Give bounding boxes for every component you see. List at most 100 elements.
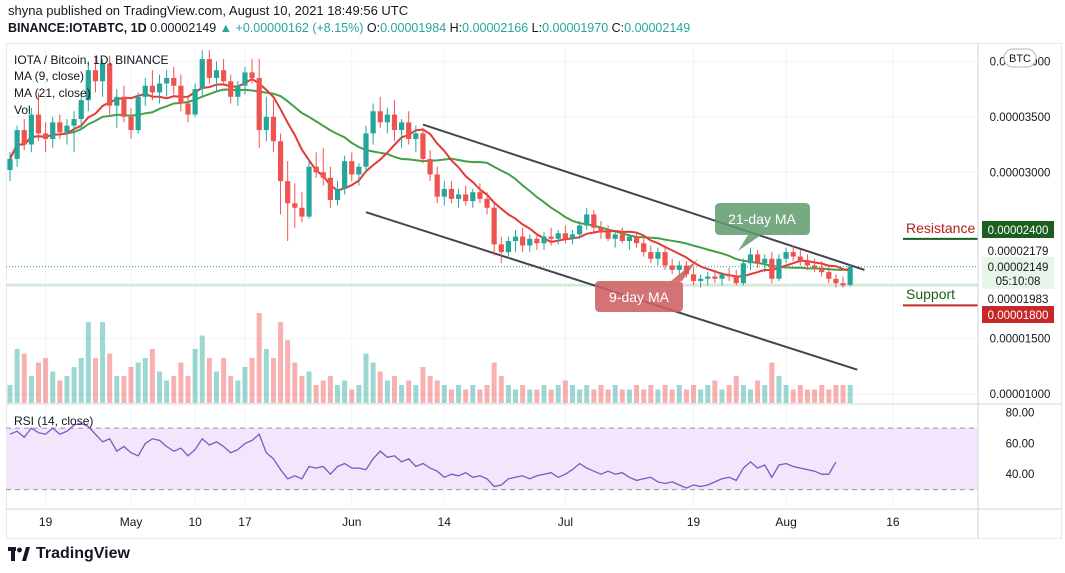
candle-body <box>626 236 633 242</box>
volume-bar <box>577 389 583 403</box>
candle-body <box>149 85 155 93</box>
volume-bar <box>171 376 177 403</box>
time-tick-label: 19 <box>39 515 53 529</box>
volume-bar <box>456 385 462 403</box>
volume-bar <box>783 385 789 403</box>
volume-bar <box>399 385 405 403</box>
rsi-tick-label: 80.00 <box>1006 408 1035 420</box>
candle-body <box>619 234 625 242</box>
candle-body <box>249 72 255 78</box>
candle-body <box>719 274 725 279</box>
rsi-line <box>9 422 837 489</box>
volume-bar <box>157 371 163 403</box>
candle-body <box>399 122 405 131</box>
volume-bar <box>384 380 390 403</box>
volume-bar <box>57 380 63 403</box>
candle-body <box>228 81 234 97</box>
candle-body <box>434 174 440 197</box>
volume-bar <box>92 358 98 403</box>
candle-body <box>733 276 739 284</box>
candle-body <box>171 77 177 86</box>
currency-badge[interactable]: BTC <box>1003 48 1037 68</box>
volume-bar <box>221 358 227 403</box>
candle-body <box>306 166 312 217</box>
candle-body <box>705 276 711 279</box>
candle-body <box>28 114 34 145</box>
candle-body <box>370 111 376 134</box>
candle-body <box>477 192 483 199</box>
last-price: 0.00002149 <box>150 21 217 35</box>
candle-body <box>50 122 56 139</box>
candle-body <box>285 181 291 204</box>
candle-body <box>569 234 576 239</box>
candle-body <box>484 198 490 208</box>
candle-body <box>356 166 362 175</box>
candle-body <box>7 158 13 171</box>
volume-bar <box>28 376 34 403</box>
candle-body <box>377 111 383 123</box>
volume-bar <box>513 389 519 403</box>
candle-body <box>107 63 113 106</box>
candle-body <box>605 232 611 239</box>
legend-ma9: MA (9, close) <box>14 69 85 83</box>
candles <box>7 50 853 288</box>
ma9-callout-text: 9-day MA <box>609 289 670 305</box>
volume-bar <box>691 385 697 403</box>
time-tick-label: 17 <box>238 515 252 529</box>
candle-body <box>43 133 49 139</box>
candle-body <box>712 276 718 279</box>
candle-body <box>384 114 390 123</box>
rsi-tick-label: 40.00 <box>1006 469 1035 481</box>
time-tick-label: 16 <box>886 515 900 529</box>
volume-bar <box>470 385 476 403</box>
volume-bar <box>420 367 426 403</box>
rsi-tick-label: 60.00 <box>1006 438 1035 450</box>
candle-body <box>292 203 298 208</box>
low-label: L: <box>531 21 543 35</box>
ma9-line <box>9 77 851 278</box>
legend-vol: Vol <box>14 103 31 117</box>
time-tick-label: Aug <box>775 515 796 529</box>
support-label: Support <box>906 286 955 302</box>
volume-bar <box>569 385 575 403</box>
volume-bar <box>128 367 134 403</box>
ma-tag-a: 0.00002179 <box>988 246 1049 258</box>
candle-body <box>591 214 597 228</box>
volume-bar <box>463 389 469 403</box>
volume-bar <box>541 385 547 403</box>
symbol-label: BINANCE:IOTABTC, 1D <box>8 21 147 35</box>
candle-body <box>99 63 106 82</box>
candle-body <box>491 207 497 245</box>
volume-bar <box>648 385 654 403</box>
volume-bar <box>819 385 825 403</box>
volume-bar <box>342 380 348 403</box>
volume-bar <box>43 358 49 403</box>
candle-body <box>235 85 241 97</box>
candle-body <box>826 272 832 279</box>
volume-bar <box>206 358 212 403</box>
candle-body <box>498 244 504 253</box>
volume-bar <box>142 358 148 403</box>
volume-bar <box>655 389 661 403</box>
candle-body <box>776 258 782 279</box>
candle-body <box>71 119 77 126</box>
volume-bar <box>228 376 234 403</box>
candle-body <box>14 130 20 159</box>
candle-body <box>755 254 761 264</box>
volume-bar <box>548 389 554 403</box>
volume-bar <box>192 349 198 403</box>
volume-bar <box>64 376 70 403</box>
candle-body <box>313 166 319 173</box>
ma21-callout-text: 21-day MA <box>728 211 796 227</box>
volume-bar <box>683 389 689 403</box>
volume-bar <box>676 385 682 403</box>
volume-bar <box>114 376 120 403</box>
volume-bar <box>441 385 447 403</box>
candle-body <box>135 96 141 131</box>
candle-body <box>441 188 447 197</box>
volume-bar <box>100 322 106 403</box>
candle-body <box>114 96 120 106</box>
tradingview-brand[interactable]: TradingView <box>8 545 130 563</box>
